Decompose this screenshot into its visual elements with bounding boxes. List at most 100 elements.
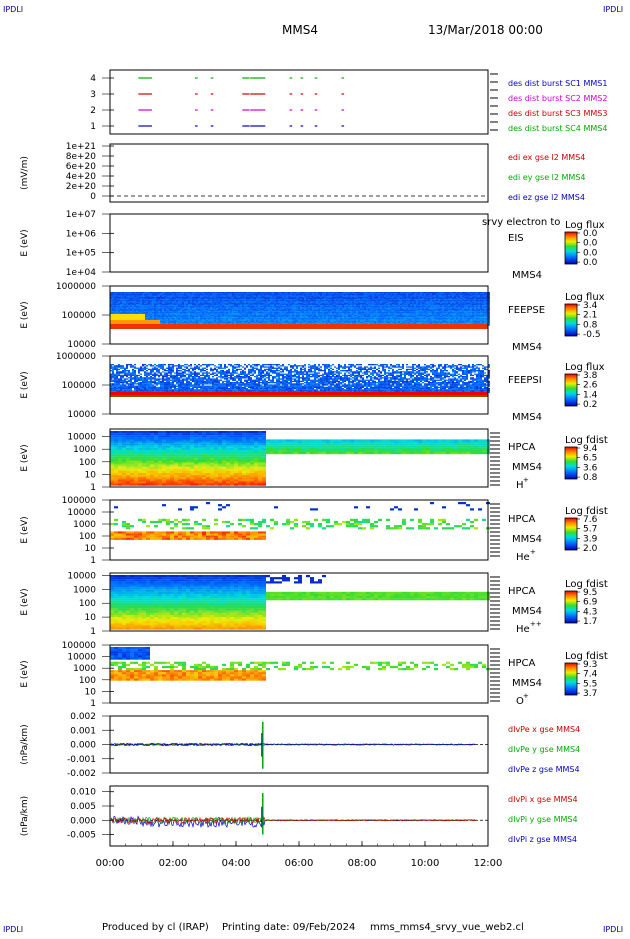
heatmap-cell xyxy=(166,299,168,300)
heatmap-cell xyxy=(358,309,360,310)
heatmap-cell xyxy=(204,296,206,297)
heatmap-cell xyxy=(288,298,290,299)
heatmap-cell xyxy=(364,304,366,305)
heatmap-cell xyxy=(318,310,320,311)
heatmap-cell xyxy=(220,310,222,311)
heatmap-cell xyxy=(460,320,462,321)
heatmap-cell xyxy=(356,298,358,299)
heatmap-cell xyxy=(394,310,396,311)
heatmap-cell xyxy=(380,304,382,305)
heatmap-cell xyxy=(438,303,440,304)
heatmap-cell xyxy=(160,309,162,310)
heatmap-cell xyxy=(468,298,470,299)
heatmap-cell xyxy=(232,303,234,304)
heatmap-cell xyxy=(416,320,418,321)
heatmap-cell xyxy=(158,298,160,299)
heatmap-cell xyxy=(250,299,252,300)
heatmap-cell xyxy=(328,306,330,307)
heatmap-cell xyxy=(210,312,212,313)
heatmap-cell xyxy=(176,312,178,313)
heatmap-cell xyxy=(352,302,354,303)
heatmap-cell xyxy=(300,302,302,303)
heatmap-cell xyxy=(174,292,176,293)
heatmap-cell xyxy=(422,305,424,306)
heatmap-cell xyxy=(426,296,428,297)
heatmap-cell xyxy=(256,296,258,297)
heatmap-cell xyxy=(292,300,294,301)
heatmap-cell xyxy=(380,320,382,321)
heatmap-cell xyxy=(212,322,214,323)
heatmap-cell xyxy=(388,296,390,297)
heatmap-cell xyxy=(336,297,338,298)
heatmap-cell xyxy=(262,302,264,303)
heatmap-cell xyxy=(170,292,172,293)
heatmap-cell xyxy=(398,300,400,301)
heatmap-cell xyxy=(206,296,208,297)
heatmap-cell xyxy=(298,310,300,311)
heatmap-cell xyxy=(228,308,230,309)
heatmap-cell xyxy=(348,292,350,293)
heatmap-cell xyxy=(196,303,198,304)
heatmap-cell xyxy=(448,303,450,304)
heatmap-cell xyxy=(412,296,414,297)
heatmap-cell xyxy=(458,294,460,295)
heatmap-cell xyxy=(482,302,484,303)
heatmap-cell xyxy=(248,294,250,295)
heatmap-cell xyxy=(442,309,444,310)
heatmap-cell xyxy=(404,315,406,316)
heatmap-cell xyxy=(120,305,122,306)
heatmap-cell xyxy=(318,316,320,317)
heatmap-cell xyxy=(150,293,152,294)
heatmap-cell xyxy=(230,311,232,312)
heatmap-cell xyxy=(350,314,352,315)
heatmap-cell xyxy=(316,297,318,298)
heatmap-cell xyxy=(228,316,230,317)
heatmap-cell xyxy=(480,308,482,309)
heatmap-cell xyxy=(360,302,362,303)
heatmap-cell xyxy=(112,298,114,299)
heatmap-cell xyxy=(376,297,378,298)
heatmap-cell xyxy=(462,300,464,301)
heatmap-cell xyxy=(300,296,302,297)
heatmap-cell xyxy=(388,308,390,309)
heatmap-cell xyxy=(350,309,352,310)
heatmap-cell xyxy=(282,310,284,311)
heatmap-cell xyxy=(320,304,322,305)
heatmap-cell xyxy=(296,314,298,315)
heatmap-cell xyxy=(470,308,472,309)
heatmap-cell xyxy=(184,309,186,310)
heatmap-cell xyxy=(130,299,132,300)
heatmap-cell xyxy=(214,311,216,312)
heatmap-cell xyxy=(362,320,364,321)
heatmap-cell xyxy=(366,292,368,293)
heatmap-cell xyxy=(468,302,470,303)
heatmap-cell xyxy=(204,304,206,305)
heatmap-cell xyxy=(412,311,414,312)
heatmap-cell xyxy=(238,317,240,318)
heatmap-cell xyxy=(172,311,174,312)
heatmap-cell xyxy=(334,293,336,294)
heatmap-cell xyxy=(354,296,356,297)
heatmap-cell xyxy=(236,317,238,318)
heatmap-cell xyxy=(298,297,300,298)
heatmap-cell xyxy=(282,315,284,316)
heatmap-cell xyxy=(192,296,194,297)
heatmap-cell xyxy=(144,302,146,303)
heatmap-cell xyxy=(240,303,242,304)
figure-date: 13/Mar/2018 00:00 xyxy=(428,23,543,37)
heatmap-cell xyxy=(376,302,378,303)
heatmap-cell xyxy=(476,320,478,321)
heatmap-cell xyxy=(282,305,284,306)
heatmap-cell xyxy=(244,296,246,297)
heatmap-cell xyxy=(234,300,236,301)
heatmap-cell xyxy=(384,299,386,300)
heatmap-cell xyxy=(428,304,430,305)
heatmap-cell xyxy=(190,293,192,294)
heatmap-cell xyxy=(234,304,236,305)
heatmap-cell xyxy=(310,322,312,323)
heatmap-cell xyxy=(158,303,160,304)
heatmap-cell xyxy=(316,303,318,304)
heatmap-cell xyxy=(296,296,298,297)
heatmap-cell xyxy=(392,296,394,297)
heatmap-cell xyxy=(404,306,406,307)
